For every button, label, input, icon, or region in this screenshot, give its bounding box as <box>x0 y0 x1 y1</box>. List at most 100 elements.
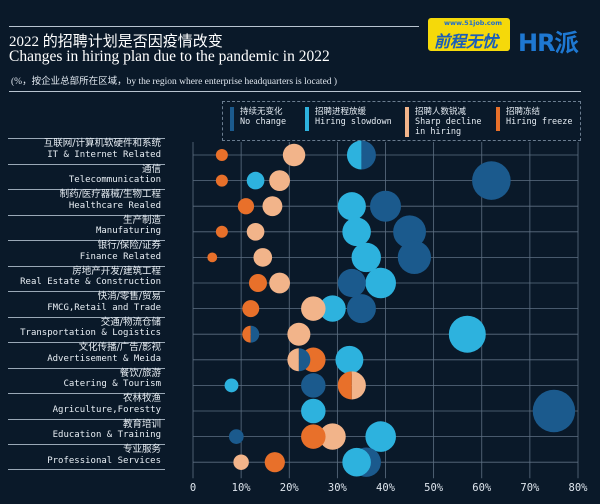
x-tick-label: 70% <box>520 482 540 494</box>
legend-label-en: Hiring freeze <box>506 117 573 127</box>
category-label-cn: 互联网/计算机软硬件和系统 <box>43 138 161 149</box>
category-label-en: Advertisement & Meida <box>47 353 161 364</box>
category-label-en: FMCG,Retail and Trade <box>47 302 161 313</box>
bubble-sharp-decline-in-hiring <box>233 454 249 470</box>
bubble-no-change <box>228 429 244 444</box>
bubble-hiring-slowdown <box>337 192 366 221</box>
category-label-en: Transportation & Logistics <box>20 328 161 338</box>
bubble-no-change <box>361 140 376 170</box>
bubble-hiring-slowdown <box>342 217 371 247</box>
bubble-hiring-freeze <box>337 371 352 400</box>
category-label: 互联网/计算机软硬件和系统 IT & Internet Related <box>8 138 165 164</box>
x-tick-label: 20% <box>280 482 300 494</box>
bubble-hiring-slowdown <box>365 267 396 299</box>
bubble-sharp-decline-in-hiring <box>253 248 273 267</box>
bubble-sharp-decline-in-hiring <box>282 143 306 167</box>
category-label-en: Education & Training <box>52 430 161 440</box>
legend-label-cn: 招聘进程放缓 <box>315 107 367 117</box>
x-tick-label: 40% <box>376 482 396 494</box>
legend-swatch <box>496 107 500 131</box>
logo-name: 前程无忧 <box>434 32 499 51</box>
category-label-en: Agriculture,Forestty <box>52 404 161 415</box>
bubble-hiring-freeze <box>301 424 326 449</box>
legend-label-cn: 招聘冻结 <box>506 107 541 117</box>
bubble-no-change <box>298 348 311 372</box>
category-label: 生产制造 Manufaturing <box>8 214 165 241</box>
bubble-hiring-freeze <box>264 452 285 473</box>
hr-logo: HR派 <box>518 29 579 57</box>
category-label-en: Finance Related <box>79 251 161 262</box>
category-label-cn: 通信 <box>141 163 161 175</box>
category-label: 教育培训 Education & Training <box>8 418 165 445</box>
chart-legend: 持续无变化 No change 招聘进程放缓 Hiring slowdown 招聘人… <box>222 101 581 141</box>
x-tick-label: 60% <box>472 482 492 494</box>
bubble-no-change <box>370 190 401 222</box>
bubble-sharp-decline-in-hiring <box>301 296 326 321</box>
subtitle-rule <box>9 91 581 92</box>
category-label: 交通/物流仓储 Transportation & Logistics <box>8 316 165 343</box>
bubble-hiring-slowdown <box>224 378 239 393</box>
category-label-en: IT & Internet Related <box>47 149 161 160</box>
category-label-cn: 专业服务 <box>122 444 161 455</box>
category-label-en: Healthcare Realed <box>68 200 161 211</box>
bubble-no-change <box>532 389 576 433</box>
bubble-sharp-decline-in-hiring <box>246 222 265 241</box>
category-label-cn: 餐饮/旅游 <box>119 367 161 379</box>
bubble-sharp-decline-in-hiring <box>262 196 283 217</box>
bubble-hiring-freeze <box>215 174 228 187</box>
legend-item-no-change: 持续无变化 No change <box>230 107 286 131</box>
bubble-sharp-decline-in-hiring <box>319 423 346 450</box>
bubble-no-change <box>472 161 511 200</box>
bubble-hiring-freeze <box>242 325 251 343</box>
category-label: 专业服务 Professional Services <box>8 444 165 470</box>
legend-swatch <box>230 107 234 131</box>
category-label-cn: 房地产开发/建筑工程 <box>72 265 161 277</box>
bubble-no-change <box>397 240 431 275</box>
legend-swatch <box>405 107 409 137</box>
legend-label-en: Hiring slowdown <box>315 117 392 127</box>
bubble-hiring-slowdown <box>319 295 346 322</box>
category-label-cn: 农林牧渔 <box>122 393 161 404</box>
category-labels: 互联网/计算机软硬件和系统 IT & Internet Related 通信 Tele… <box>8 138 165 470</box>
category-label: 餐饮/旅游 Catering & Tourism <box>8 367 165 394</box>
bubble-hiring-slowdown <box>365 421 396 452</box>
logo-url: www.51job.com <box>444 19 503 27</box>
x-tick-label: 10% <box>232 482 252 494</box>
bubble-hiring-freeze <box>237 198 255 215</box>
legend-label-cn: 持续无变化 <box>240 107 283 117</box>
x-tick-label: 30% <box>328 482 348 494</box>
bubble-no-change <box>346 294 376 324</box>
category-label: 制药/医疗器械/生物工程 Healthcare Realed <box>8 189 165 215</box>
category-label-cn: 生产制造 <box>122 214 161 226</box>
x-tick-label: 50% <box>424 482 444 494</box>
bubble-sharp-decline-in-hiring <box>269 272 291 294</box>
bubble-sharp-decline-in-hiring <box>287 348 299 372</box>
x-tick-label: 0 <box>190 482 196 494</box>
category-label-en: Real Estate & Construction <box>20 277 161 287</box>
category-label-en: Manufaturing <box>95 226 161 236</box>
bubble-sharp-decline-in-hiring <box>269 170 291 191</box>
category-label-cn: 交通/物流仓储 <box>100 316 161 328</box>
bubble-no-change <box>301 373 326 398</box>
category-label: 通信 Telecommunication <box>8 163 165 190</box>
category-label-en: Telecommunication <box>68 175 161 185</box>
x-tick-label: 80% <box>569 482 589 494</box>
category-label: 快消/零售/贸易 FMCG,Retail and Trade <box>8 291 165 317</box>
bubble-hiring-freeze <box>215 148 228 162</box>
51job-logo: www.51job.com 前程无忧 <box>428 18 510 51</box>
category-label: 文化传播/广告/影视 Advertisement & Meida <box>8 342 165 368</box>
bubble-hiring-slowdown <box>301 398 326 424</box>
category-label-cn: 银行/保险/证券 <box>97 240 161 251</box>
category-label-en: Catering & Tourism <box>63 379 161 389</box>
legend-swatch <box>305 107 309 131</box>
legend-label-en: Sharp decline in hiring <box>415 117 482 137</box>
bubble-no-change <box>337 268 366 298</box>
category-label-cn: 教育培训 <box>122 418 161 430</box>
category-label: 房地产开发/建筑工程 Real Estate & Construction <box>8 265 165 292</box>
legend-item-hiring-freeze: 招聘冻结 Hiring freeze <box>496 107 573 131</box>
legend-label-cn: 招聘人数锐减 <box>415 107 467 117</box>
bubble-no-change <box>393 215 426 249</box>
bubble-hiring-slowdown <box>351 242 381 273</box>
category-label-cn: 快消/零售/贸易 <box>97 291 161 302</box>
